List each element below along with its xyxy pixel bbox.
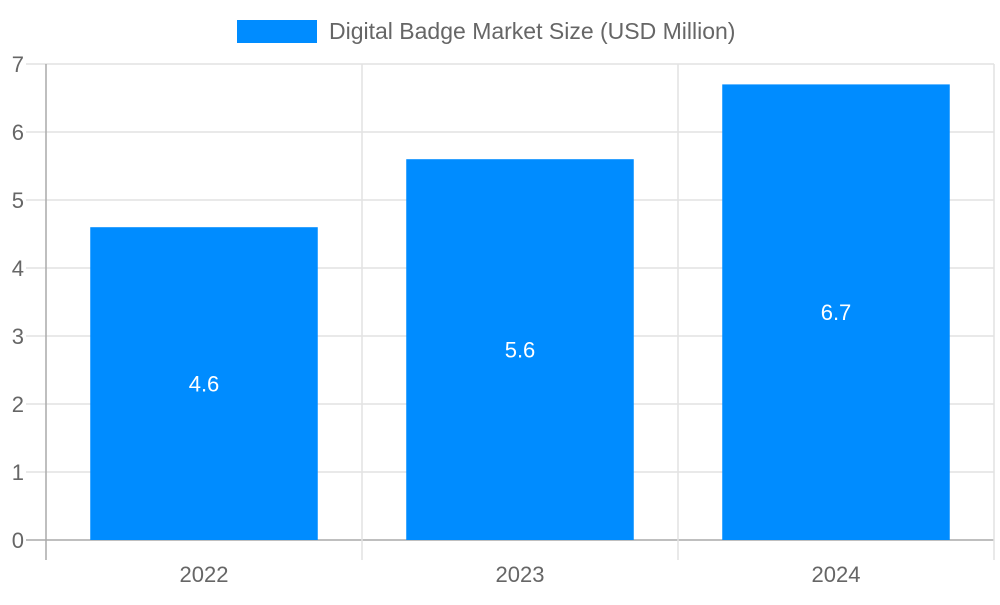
bars: 4.6 5.6 6.7 <box>90 84 950 541</box>
x-axis: 2022 2023 2024 <box>180 562 861 587</box>
bar-2024 <box>722 84 950 541</box>
x-tick-label: 2022 <box>180 562 229 587</box>
legend: Digital Badge Market Size (USD Million) <box>237 18 735 44</box>
data-label: 4.6 <box>189 372 220 397</box>
y-tick-label: 6 <box>12 120 24 145</box>
y-tick-label: 0 <box>12 528 24 553</box>
y-tick-label: 5 <box>12 188 24 213</box>
x-tick-label: 2024 <box>812 562 861 587</box>
y-axis: 0 1 2 3 4 5 6 7 <box>12 52 24 553</box>
bar-2022 <box>90 227 318 540</box>
data-label: 5.6 <box>505 338 536 363</box>
y-tick-label: 3 <box>12 324 24 349</box>
bar-2023 <box>406 159 634 540</box>
data-label: 6.7 <box>821 300 852 325</box>
legend-swatch <box>237 20 317 43</box>
y-tick-label: 2 <box>12 392 24 417</box>
y-tick-label: 4 <box>12 256 24 281</box>
legend-label: Digital Badge Market Size (USD Million) <box>329 18 735 44</box>
y-tick-label: 1 <box>12 460 24 485</box>
x-tick-label: 2023 <box>496 562 545 587</box>
y-tick-label: 7 <box>12 52 24 77</box>
